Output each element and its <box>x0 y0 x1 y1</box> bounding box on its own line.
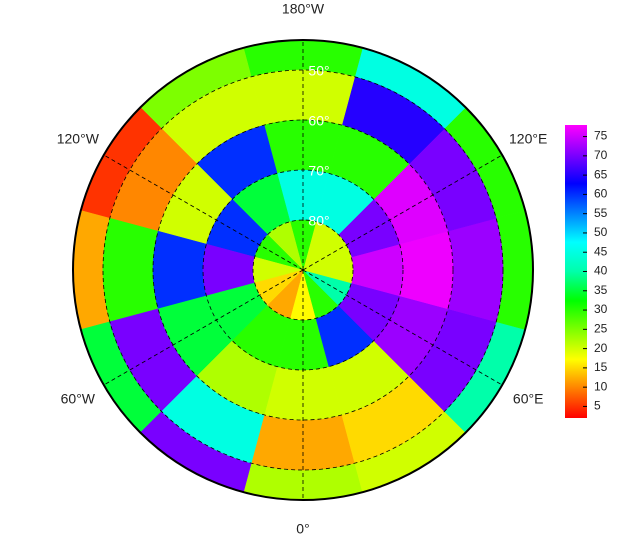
colorbar-label: 35 <box>594 283 608 297</box>
colorbar-scale <box>565 125 587 418</box>
meridian-label: 120°W <box>57 131 100 147</box>
meridian-label: 60°E <box>513 391 544 407</box>
colorbar-label: 30 <box>594 302 608 316</box>
colorbar-label: 5 <box>594 399 601 413</box>
parallel-label: 70° <box>308 163 329 179</box>
colorbar-label: 60 <box>594 187 608 201</box>
labels: 50° 60° 70° 80° 180°W 120°W 120°E 60°W 60°E 0° <box>57 1 548 537</box>
colorbar-label: 25 <box>594 322 608 336</box>
meridian-line <box>103 154 304 271</box>
meridian-label: 180°W <box>282 1 325 17</box>
parallel-label: 60° <box>308 113 329 129</box>
colorbar-label: 40 <box>594 264 608 278</box>
colorbar-label: 45 <box>594 244 608 258</box>
heatmap-cell <box>102 217 159 323</box>
meridian-label: 120°E <box>509 131 547 147</box>
colorbar-label: 75 <box>594 129 608 143</box>
meridian-line <box>302 154 503 271</box>
heatmap-cell <box>152 230 207 310</box>
colorbar-label: 10 <box>594 379 608 393</box>
meridian-line <box>302 269 503 386</box>
heatmap <box>72 39 534 501</box>
map-border <box>72 39 534 501</box>
heatmap-cell <box>447 217 504 323</box>
meridian-line <box>103 269 304 386</box>
colorbar-label: 20 <box>594 341 608 355</box>
colorbar-label: 50 <box>594 225 608 239</box>
colorbar: 5 10 15 20 25 30 35 40 45 50 55 60 65 70 75 <box>565 125 608 418</box>
colorbar-label: 70 <box>594 148 608 162</box>
meridian-label: 0° <box>296 521 309 537</box>
colorbar-label: 55 <box>594 206 608 220</box>
colorbar-label: 15 <box>594 360 608 374</box>
parallel-label: 80° <box>308 213 329 229</box>
parallel-line <box>152 119 454 421</box>
meridian-label: 60°W <box>61 391 96 407</box>
graticule <box>102 40 504 500</box>
parallel-label: 50° <box>308 63 329 79</box>
heatmap-cell <box>399 230 454 310</box>
colorbar-label: 65 <box>594 167 608 181</box>
parallel-line <box>102 69 504 471</box>
